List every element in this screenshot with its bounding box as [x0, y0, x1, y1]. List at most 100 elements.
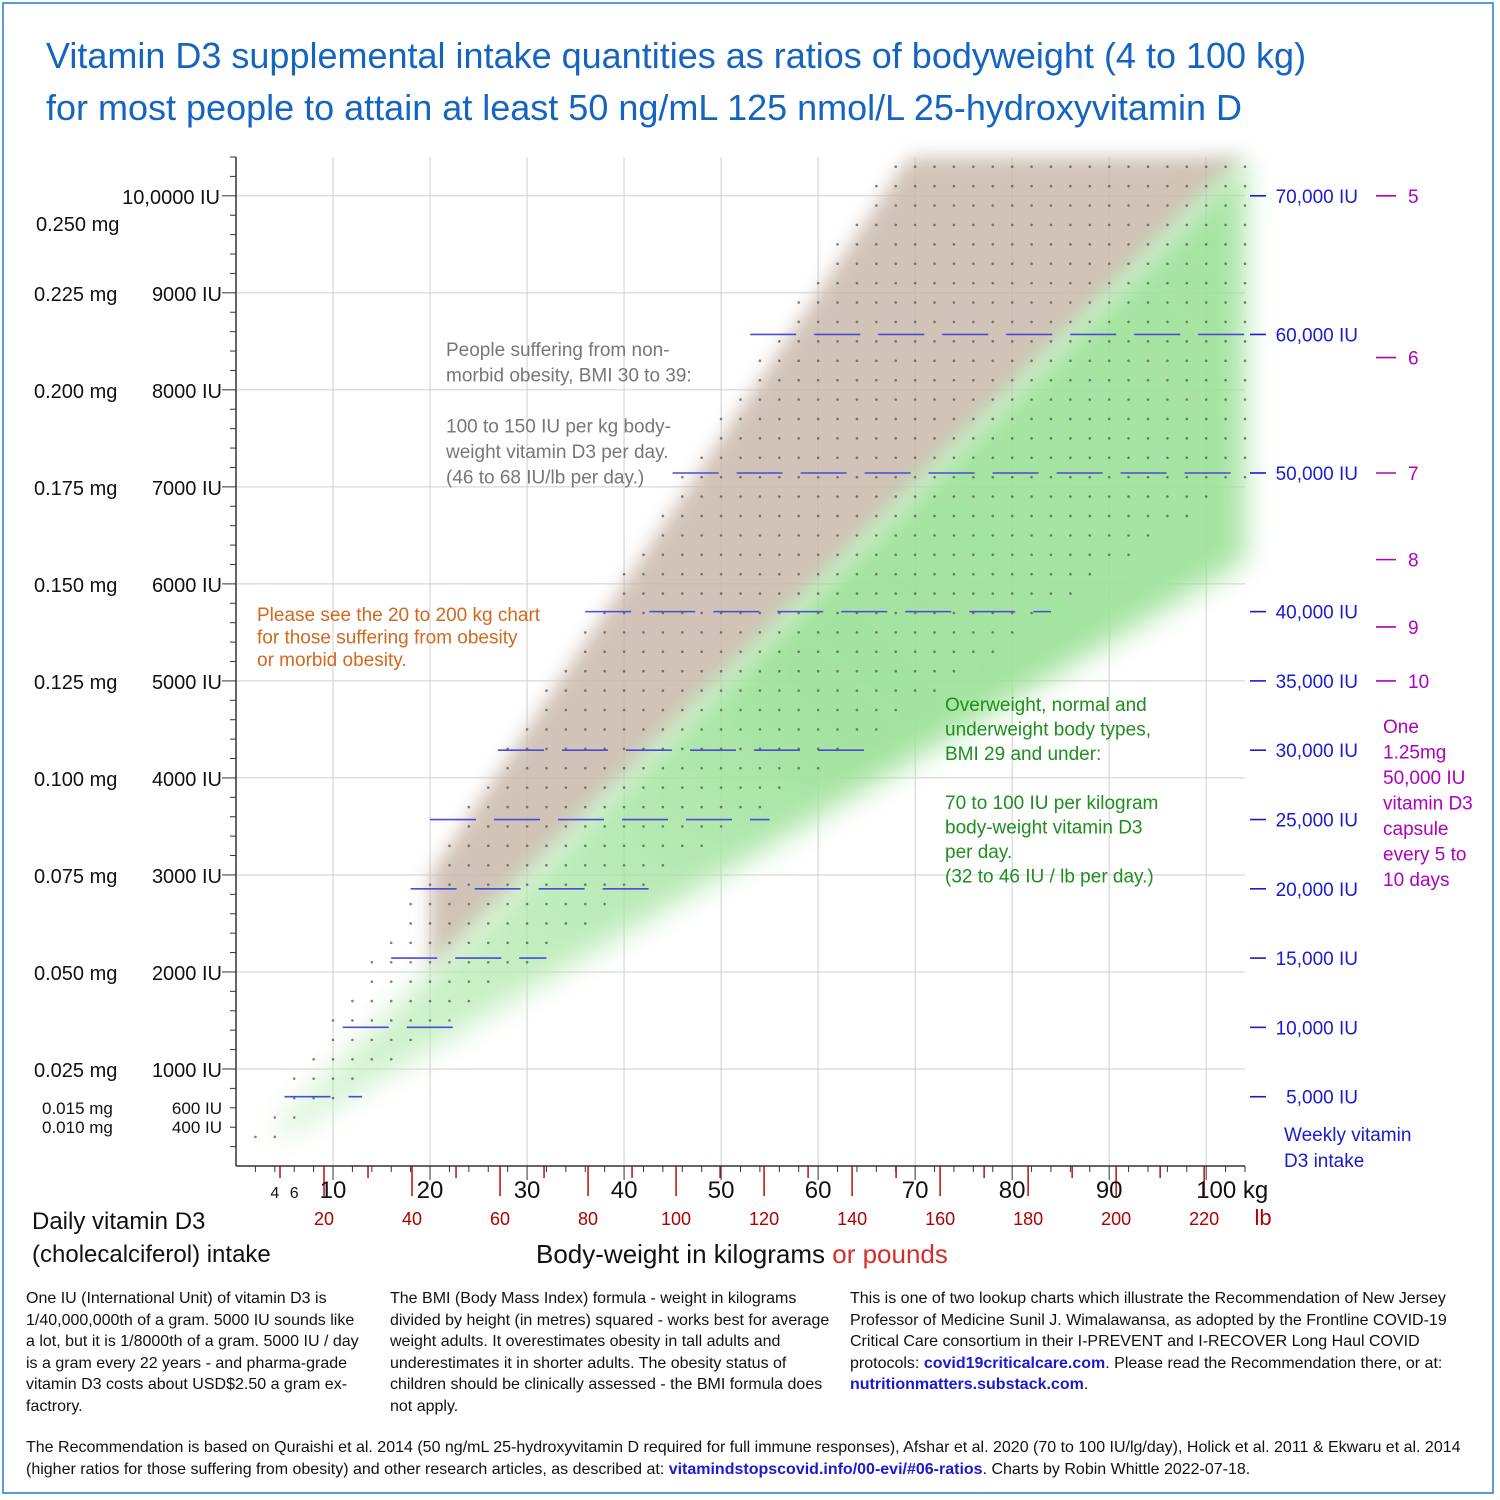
grid-dot [913, 340, 917, 343]
grid-dot [933, 456, 936, 460]
grid-dot [525, 766, 529, 770]
grid-dot [1030, 611, 1033, 615]
grid-dot [816, 437, 820, 440]
grid-dot [894, 650, 898, 654]
grid-dot [778, 378, 781, 382]
grid-dot [506, 960, 509, 964]
grid-dot [467, 863, 471, 867]
grid-dot [739, 805, 742, 809]
grid-dot [933, 650, 936, 654]
grid-dot [389, 999, 393, 1003]
grid-dot [894, 262, 898, 266]
grid-dot [1010, 262, 1014, 266]
grid-dot [1010, 340, 1014, 343]
grid-dot [1049, 281, 1053, 285]
grid-dot [1166, 398, 1169, 401]
kg-tick-label: 6 [290, 1185, 299, 1202]
grid-dot [758, 805, 762, 809]
grid-dot [1204, 184, 1208, 188]
grid-dot [894, 592, 898, 595]
grid-dot [836, 611, 839, 615]
grid-dot [525, 902, 529, 906]
grid-dot [1088, 398, 1092, 401]
grid-dot [428, 922, 432, 925]
grid-dot [758, 398, 762, 401]
link-covid19criticalcare[interactable]: covid19criticalcare.com [923, 1354, 1106, 1372]
grid-dot [797, 320, 801, 324]
grid-dot [661, 553, 665, 557]
grid-dot [875, 534, 878, 537]
grid-dot [273, 1135, 277, 1139]
grid-dot [816, 378, 820, 382]
grid-dot [739, 650, 742, 654]
grid-dot [700, 572, 703, 576]
grid-dot [1224, 243, 1227, 246]
grid-dot [1069, 378, 1072, 382]
grid-dot [1166, 243, 1169, 246]
grid-dot [1107, 514, 1111, 518]
grid-dot [836, 243, 839, 246]
grid-dot [467, 922, 471, 925]
grid-dot [370, 960, 374, 964]
grid-dot [913, 204, 917, 207]
grid-dot [875, 223, 878, 227]
grid-dot [1146, 475, 1150, 479]
grid-dot [758, 417, 762, 421]
grid-dot [816, 534, 820, 537]
grid-dot [1069, 514, 1072, 518]
grid-dot [700, 456, 703, 460]
grid-dot [680, 514, 684, 518]
grid-dot [1069, 592, 1072, 595]
grid-dot [739, 669, 742, 673]
grid-dot [1166, 495, 1169, 498]
grid-dot [642, 708, 645, 712]
grid-dot [1010, 223, 1014, 227]
page-title: Vitamin D3 supplemental intake quantitie… [46, 30, 1466, 134]
mg-tick-label: 0.225 mg [34, 284, 117, 306]
grid-dot [700, 650, 703, 654]
grid-dot [583, 689, 587, 692]
grid-dot [797, 689, 801, 692]
grid-dot [913, 359, 917, 363]
grid-dot [700, 495, 703, 498]
obese-annotation-line: 100 to 150 IU per kg body- [446, 417, 671, 438]
grid-dot [797, 514, 801, 518]
grid-dot [855, 475, 859, 479]
grid-dot [836, 631, 839, 634]
grid-dot [1127, 553, 1130, 557]
grid-dot [758, 669, 762, 673]
link-vitamindstopscovid[interactable]: vitamindstopscovid.info/00-evi/#06-ratio… [668, 1460, 983, 1478]
grid-dot [1224, 437, 1227, 440]
grid-dot [525, 825, 529, 828]
grid-dot [583, 883, 587, 886]
grid-dot [1146, 320, 1150, 324]
grid-dot [991, 184, 995, 188]
grid-dot [409, 980, 412, 983]
grid-dot [933, 689, 936, 692]
grid-dot [739, 689, 742, 692]
normal-annotation-line: body-weight vitamin D3 [945, 818, 1142, 839]
grid-dot [894, 631, 898, 634]
grid-dot [661, 766, 665, 770]
grid-dot [409, 960, 412, 964]
grid-dot [1185, 495, 1189, 498]
grid-dot [370, 1038, 374, 1042]
grid-dot [1088, 437, 1092, 440]
grid-dot [1107, 223, 1111, 227]
grid-dot [680, 786, 684, 789]
grid-dot [855, 631, 859, 634]
grid-dot [1204, 359, 1208, 363]
grid-dot [506, 902, 509, 906]
grid-dot [467, 980, 471, 983]
grid-dot [913, 165, 917, 169]
grid-dot [836, 398, 839, 401]
grid-dot [913, 378, 917, 382]
grid-dot [758, 495, 762, 498]
link-nutritionmatters[interactable]: nutritionmatters.substack.com [850, 1376, 1084, 1393]
grid-dot [1107, 320, 1111, 324]
grid-dot [972, 359, 975, 363]
grid-dot [797, 340, 801, 343]
grid-dot [467, 902, 471, 906]
grid-dot [719, 456, 723, 460]
